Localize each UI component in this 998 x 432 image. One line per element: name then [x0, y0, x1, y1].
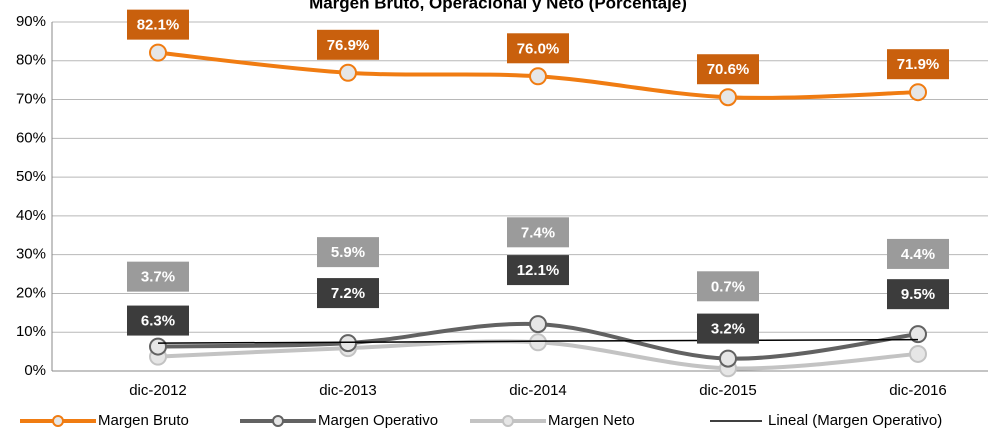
trend-line: [157, 338, 919, 344]
value-label: 7.4%: [521, 224, 555, 241]
value-label-box: [127, 261, 189, 292]
y-tick-label: 20%: [16, 284, 46, 301]
value-label: 3.7%: [141, 269, 175, 286]
value-label-box: [887, 279, 949, 310]
value-label: 12.1%: [517, 262, 560, 279]
y-tick-label: 30%: [16, 246, 46, 263]
legend-label: Margen Operativo: [318, 412, 438, 429]
value-label: 7.2%: [331, 285, 365, 302]
legend-marker: [502, 415, 514, 427]
point: [719, 349, 737, 368]
value-label: 82.1%: [137, 17, 180, 34]
value-label-box: [127, 9, 189, 40]
value-label: 0.7%: [711, 278, 745, 295]
point: [339, 63, 357, 82]
value-label: 6.3%: [141, 313, 175, 330]
x-tick-label: dic-2016: [889, 382, 947, 399]
value-label-box: [697, 271, 759, 302]
legend-label: Margen Neto: [548, 412, 635, 429]
value-label-box: [507, 255, 569, 286]
point: [909, 325, 927, 344]
chart-title: Margen Bruto, Operacional y Neto (Porcen…: [309, 0, 687, 12]
y-tick-label: 40%: [16, 207, 46, 224]
y-tick-label: 70%: [16, 91, 46, 108]
point: [529, 333, 547, 352]
y-tick-label: 90%: [16, 13, 46, 30]
value-label: 76.9%: [327, 37, 370, 54]
point: [149, 43, 167, 62]
y-tick-label: 80%: [16, 52, 46, 69]
value-label-box: [697, 54, 759, 85]
value-label-box: [887, 49, 949, 80]
point: [529, 67, 547, 86]
point: [149, 337, 167, 356]
value-label: 5.9%: [331, 244, 365, 261]
y-tick-label: 0%: [24, 362, 46, 379]
value-label: 3.2%: [711, 321, 745, 338]
y-tick-label: 60%: [16, 129, 46, 146]
point: [909, 83, 927, 102]
value-label-box: [507, 217, 569, 248]
y-tick-label: 50%: [16, 168, 46, 185]
value-label: 4.4%: [901, 246, 935, 263]
point: [529, 315, 547, 334]
legend-marker: [272, 415, 284, 427]
value-label-box: [127, 305, 189, 336]
value-label-box: [507, 33, 569, 64]
x-tick-label: dic-2013: [319, 382, 377, 399]
x-tick-label: dic-2012: [129, 382, 187, 399]
value-label-box: [697, 313, 759, 344]
legend-marker: [52, 415, 64, 427]
point: [719, 88, 737, 107]
point: [339, 334, 357, 353]
value-label-box: [317, 29, 379, 60]
value-label: 76.0%: [517, 40, 560, 57]
value-label: 9.5%: [901, 286, 935, 303]
legend-label: Margen Bruto: [98, 412, 189, 429]
x-tick-label: dic-2014: [509, 382, 567, 399]
x-tick-label: dic-2015: [699, 382, 757, 399]
legend-label: Lineal (Margen Operativo): [768, 412, 942, 429]
value-label: 71.9%: [897, 56, 940, 73]
value-label: 70.6%: [707, 61, 750, 78]
y-tick-label: 10%: [16, 323, 46, 340]
value-label-box: [317, 278, 379, 309]
point: [909, 344, 927, 363]
value-label-box: [317, 237, 379, 268]
value-label-box: [887, 238, 949, 269]
